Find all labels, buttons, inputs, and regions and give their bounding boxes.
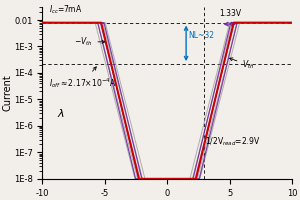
- Text: $-V_{th}$: $-V_{th}$: [74, 36, 105, 48]
- Text: $I_{cc}$=7mA: $I_{cc}$=7mA: [49, 3, 82, 16]
- Text: $V_{th}$: $V_{th}$: [230, 58, 255, 71]
- Text: $\lambda$: $\lambda$: [58, 107, 65, 119]
- Text: $I_{off}$$\approx$2.17×10$^{-4}$A: $I_{off}$$\approx$2.17×10$^{-4}$A: [49, 67, 116, 90]
- Text: NL~32: NL~32: [188, 31, 214, 40]
- Text: 1/2V$_{read}$=2.9V: 1/2V$_{read}$=2.9V: [205, 136, 260, 148]
- Text: 1.33V: 1.33V: [219, 9, 241, 18]
- Y-axis label: Current: Current: [2, 75, 13, 111]
